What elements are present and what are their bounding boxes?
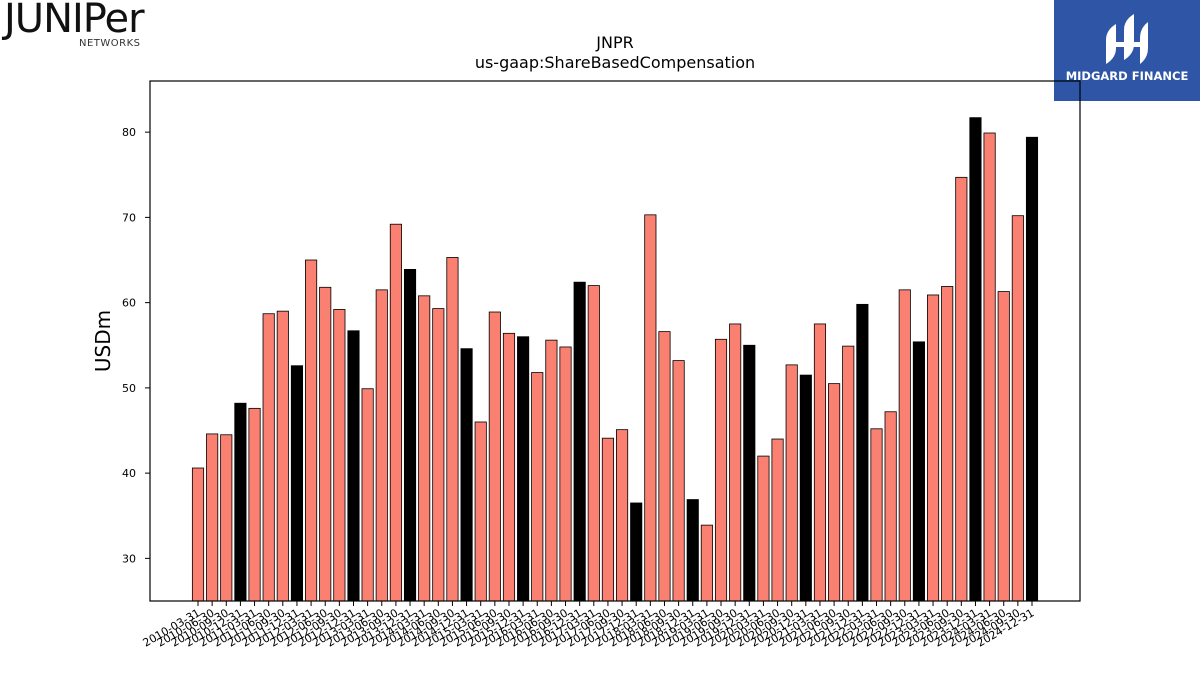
juniper-logo: JUNIPer NETWORKS (4, 0, 164, 50)
bar-2011-06-30 (262, 313, 275, 602)
y-tick-label: 80 (122, 126, 136, 139)
bar-2015-12-31 (517, 336, 530, 602)
bar-2016-06-30 (545, 339, 558, 602)
chart-subtitle: us-gaap:ShareBasedCompensation (475, 53, 755, 72)
bar-2016-12-31 (573, 281, 586, 602)
bar-2022-12-31 (912, 341, 925, 602)
bar-2019-09-30 (729, 323, 742, 602)
juniper-logo-word: JUNIPer (4, 0, 145, 42)
bar-2012-06-30 (319, 286, 332, 602)
y-tick-label: 30 (122, 552, 136, 565)
bar-2023-09-30 (955, 176, 968, 602)
y-tick-label: 50 (122, 382, 136, 395)
bar-2022-09-30 (898, 289, 911, 602)
bar-2018-03-31 (644, 214, 657, 602)
bars-layer (191, 117, 1039, 602)
bar-2015-06-30 (488, 311, 501, 602)
bar-2017-09-30 (616, 429, 629, 602)
bar-2018-12-31 (686, 499, 699, 602)
bar-2011-03-31 (248, 407, 261, 602)
bar-2015-09-30 (502, 332, 516, 602)
bar-2013-03-31 (361, 388, 374, 602)
bar-2013-12-31 (403, 268, 417, 602)
bar-2014-03-31 (418, 295, 431, 602)
midgard-mark-icon (1106, 14, 1148, 64)
y-tick-label: 70 (122, 211, 136, 224)
bar-2010-09-30 (220, 434, 233, 602)
bar-2024-03-31 (983, 132, 996, 602)
bar-2024-06-30 (997, 291, 1010, 602)
chart-title: JNPR (595, 33, 633, 52)
bar-2012-09-30 (333, 309, 346, 602)
bar-2017-03-31 (587, 285, 600, 602)
bar-2013-09-30 (389, 223, 402, 602)
bar-2011-09-30 (276, 310, 289, 602)
bar-2012-12-31 (347, 330, 360, 602)
bar-2023-06-30 (941, 286, 954, 602)
bar-2010-06-30 (206, 433, 219, 602)
bar-2016-09-30 (559, 346, 572, 602)
bar-2020-03-31 (757, 455, 770, 602)
bar-2016-03-31 (531, 372, 544, 602)
bar-2023-03-31 (926, 294, 940, 602)
bar-2015-03-31 (474, 421, 487, 602)
bar-2010-03-31 (191, 467, 205, 602)
bar-2019-06-30 (714, 338, 728, 602)
bar-2019-12-31 (743, 344, 756, 602)
bar-2018-09-30 (672, 360, 685, 602)
midgard-brand-text: MIDGARD FINANCE (1065, 69, 1189, 83)
bar-2022-06-30 (884, 411, 897, 602)
bar-2021-03-31 (813, 323, 827, 602)
bar-2021-06-30 (828, 383, 841, 602)
bar-2024-09-30 (1011, 215, 1024, 602)
midgard-finance-logo: MIDGARD FINANCE (1054, 0, 1200, 101)
y-axis-label: USDm (91, 310, 115, 372)
bar-2014-12-31 (460, 348, 473, 602)
bar-2020-09-30 (785, 364, 798, 602)
bar-2017-12-31 (630, 502, 643, 602)
x-axis-ticks: 2010-03-312010-06-302010-09-302010-12-31… (141, 601, 1037, 650)
bar-2018-06-30 (658, 331, 671, 602)
bar-2020-12-31 (799, 374, 812, 602)
juniper-logo-sub: NETWORKS (79, 38, 141, 49)
bar-2024-12-31 (1025, 136, 1039, 602)
y-axis-ticks: 30 40 50 60 70 80 (122, 126, 150, 565)
y-tick-label: 40 (122, 467, 136, 480)
bar-2020-06-30 (771, 438, 784, 602)
bar-2022-03-31 (870, 428, 883, 602)
bar-2023-12-31 (969, 117, 982, 602)
bar-2014-06-30 (432, 308, 445, 602)
y-tick-label: 60 (122, 297, 136, 310)
bar-2014-09-30 (446, 257, 459, 602)
bar-2011-12-31 (290, 365, 304, 602)
bar-2013-06-30 (375, 289, 388, 602)
bar-2010-12-31 (234, 402, 247, 602)
bar-2021-12-31 (856, 303, 869, 602)
bar-2021-09-30 (842, 345, 855, 602)
plot-frame (149, 80, 1081, 602)
bar-2012-03-31 (305, 259, 318, 602)
bar-2017-06-30 (601, 437, 614, 602)
bar-2019-03-31 (700, 524, 713, 602)
